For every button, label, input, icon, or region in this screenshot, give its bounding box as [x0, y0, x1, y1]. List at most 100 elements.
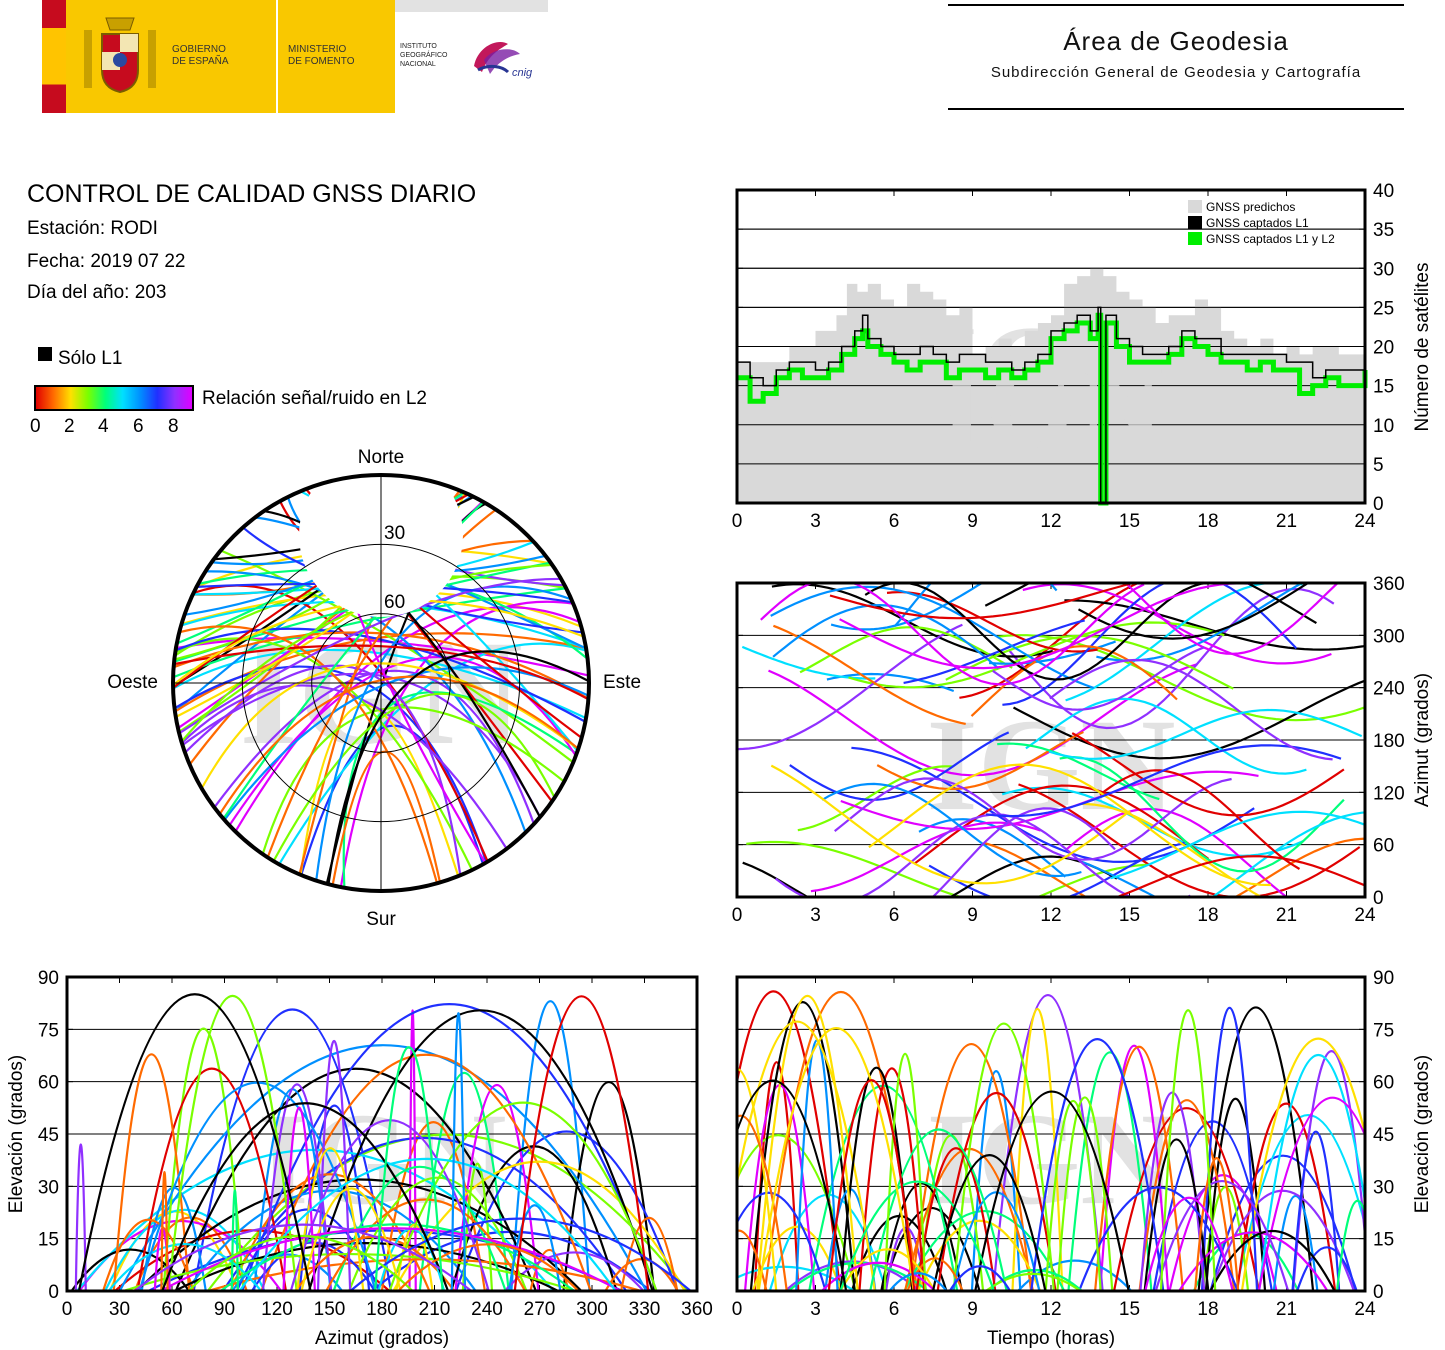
ela-track	[397, 1243, 580, 1291]
ela-track	[162, 1027, 245, 1291]
skyplot-west-label: Oeste	[107, 672, 158, 693]
azt-tracks	[737, 583, 1365, 897]
sat-legend-swatch	[1188, 200, 1202, 213]
elt-track	[737, 1191, 827, 1291]
azt-track	[1099, 769, 1301, 870]
ela-track	[388, 1101, 658, 1291]
ministerio-block	[278, 0, 395, 113]
sat-ytick-label: 20	[1373, 338, 1394, 359]
azt-track	[1049, 658, 1333, 761]
azt-track	[1071, 732, 1345, 817]
azt-ytick-label: 0	[1373, 888, 1384, 909]
azt-ytick-label: 300	[1373, 626, 1405, 647]
azt-track	[985, 744, 1342, 818]
azt-track	[928, 841, 1185, 897]
azt-track	[1244, 583, 1317, 625]
elt-track	[910, 1043, 1033, 1291]
ela-xtick-label: 360	[681, 1299, 713, 1320]
ministerio-label: MINISTERIO DE FOMENTO	[288, 44, 355, 67]
ela-track	[107, 1243, 262, 1291]
azt-xtick-label: 15	[1119, 905, 1140, 926]
sat-ytick-label: 40	[1373, 181, 1394, 202]
skyplot-south-label: Sur	[366, 909, 396, 930]
elt-track	[737, 1020, 876, 1291]
elt-track	[1296, 1246, 1358, 1291]
elt-tracks	[737, 990, 1365, 1291]
elt-track	[1240, 1037, 1365, 1291]
azt-ytick-label: 240	[1373, 679, 1405, 700]
spain-flag	[42, 0, 66, 113]
azt-ytick-label: 60	[1373, 836, 1394, 857]
ela-xtick-label: 30	[109, 1299, 130, 1320]
azt-ylabel: Azimut (grados)	[1412, 673, 1433, 807]
ela-track	[136, 1067, 288, 1291]
elt-track	[1044, 1100, 1102, 1291]
sat-xtick-label: 15	[1119, 511, 1140, 532]
sat-legend-label: GNSS captados L1 y L2	[1206, 232, 1335, 246]
ela-track	[513, 995, 650, 1291]
ela-xtick-label: 150	[314, 1299, 346, 1320]
cnig-logo-icon: cnig	[468, 36, 538, 82]
ela-track	[187, 1234, 414, 1291]
sat-series-l1l2	[737, 312, 1368, 506]
elt-track	[1335, 1199, 1365, 1291]
elt-xtick-label: 15	[1119, 1299, 1140, 1320]
date-label: Fecha: 2019 07 22	[27, 251, 186, 272]
azt-track	[894, 583, 1058, 627]
sat-xtick-label: 0	[732, 511, 743, 532]
elt-xtick-label: 0	[732, 1299, 743, 1320]
azt-track	[772, 603, 1000, 670]
sat-xtick-label: 6	[889, 511, 900, 532]
skyplot-track	[327, 650, 590, 885]
elt-ytick-label: 75	[1373, 1020, 1394, 1041]
ela-xtick-label: 210	[419, 1299, 451, 1320]
ela-xlabel: Azimut (grados)	[315, 1328, 449, 1349]
area-title: Área de Geodesia	[1063, 26, 1289, 56]
azt-track	[772, 624, 966, 725]
elt-ytick-label: 15	[1373, 1230, 1394, 1251]
sat-ylabel: Número de satélites	[1412, 263, 1433, 432]
sat-legend-label: GNSS predichos	[1206, 200, 1295, 214]
ela-xtick-label: 90	[214, 1299, 235, 1320]
azt-track	[864, 583, 1210, 681]
ela-track	[74, 1143, 87, 1291]
elt-track	[1094, 1045, 1185, 1291]
azt-track	[826, 672, 955, 693]
azt-track	[1210, 811, 1365, 897]
azt-track	[1123, 583, 1340, 655]
ela-track	[173, 1242, 559, 1291]
ela-tracks	[70, 993, 692, 1291]
ela-track	[77, 993, 312, 1291]
sat-legend-swatch	[1188, 232, 1202, 245]
ela-track	[325, 1198, 527, 1291]
azt-track	[1110, 810, 1365, 880]
elt-track	[1194, 1157, 1240, 1291]
l1-only-swatch	[38, 347, 52, 361]
sat-ytick-label: 30	[1373, 259, 1394, 280]
elt-track	[1154, 1180, 1290, 1291]
station-label: Estación: RODI	[27, 218, 158, 239]
ela-track	[408, 1009, 417, 1291]
skyplot-track	[218, 675, 580, 815]
skyplot-ring-label-30: 30	[384, 523, 405, 544]
ign-label: INSTITUTO GEOGRÁFICO NACIONAL	[400, 43, 448, 68]
ela-track	[241, 1003, 658, 1291]
ign-topbar	[395, 0, 548, 12]
azt-track	[1048, 708, 1363, 760]
ela-ytick-label: 0	[48, 1282, 59, 1303]
ela-xtick-label: 240	[471, 1299, 503, 1320]
azt-track	[1082, 802, 1264, 897]
skyplot-track	[173, 631, 589, 700]
sat-ytick-label: 25	[1373, 298, 1394, 319]
elt-track	[827, 1079, 916, 1291]
elt-track	[737, 1079, 848, 1291]
elt-track	[1197, 1006, 1315, 1291]
skyplot-east-label: Este	[603, 672, 641, 693]
azt-track	[989, 640, 1116, 665]
header-rule-top	[948, 4, 1404, 6]
ela-track	[507, 1204, 562, 1291]
skyplot-group: IGN	[171, 453, 591, 893]
elt-track	[1209, 1154, 1357, 1291]
elt-ytick-label: 90	[1373, 968, 1394, 989]
